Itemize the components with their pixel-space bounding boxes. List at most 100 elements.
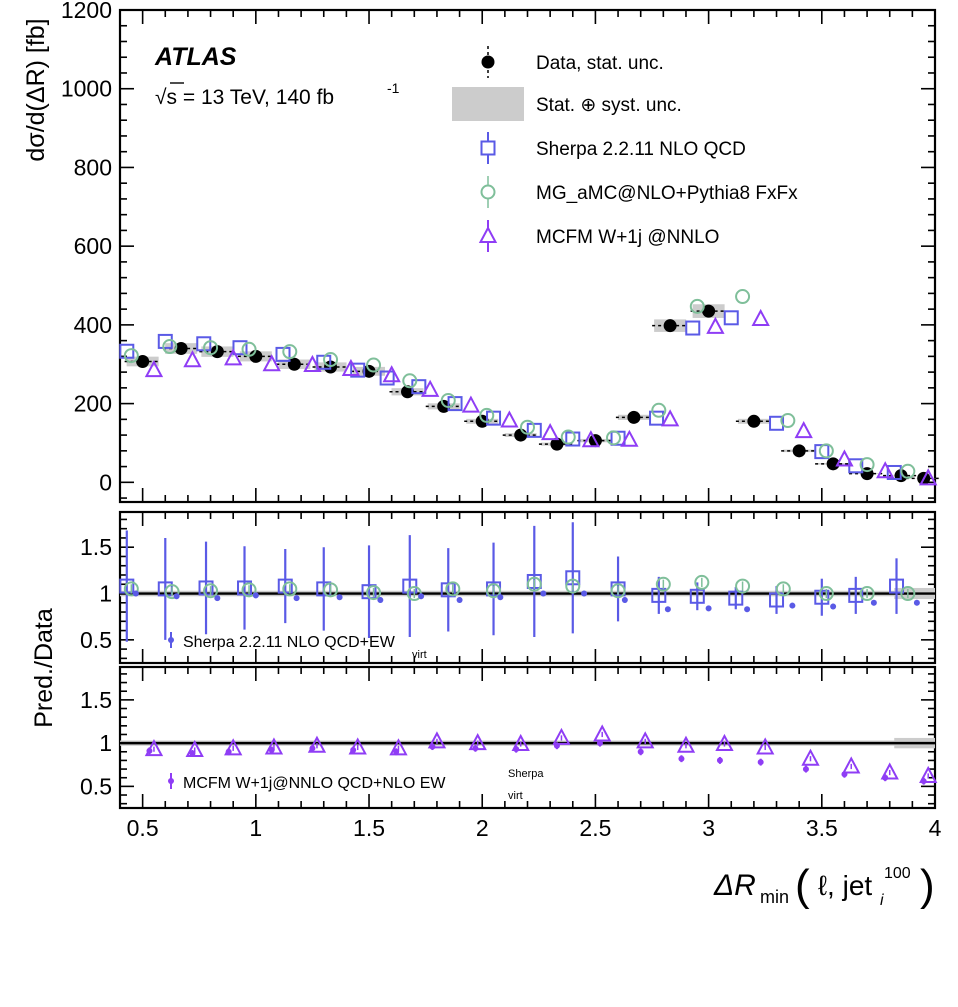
legend-mcfm-marker <box>481 228 496 242</box>
legend-label-mg: MG_aMC@NLO+Pythia8 FxFx <box>536 183 798 204</box>
legend-r2-marker <box>168 778 174 784</box>
point-r2-mcfm_ew <box>717 757 723 763</box>
point-mg <box>736 290 749 303</box>
point-r1-sherpa_ew <box>214 595 220 601</box>
energy-label: √s = 13 TeV, 140 fb <box>155 86 334 109</box>
x-axis-label-sub: min <box>760 887 789 907</box>
legend-r2-sup: Sherpa <box>508 768 544 780</box>
point-mg <box>652 404 665 417</box>
x-tick-label: 3.5 <box>806 815 838 841</box>
y-tick-label-r2: 1 <box>99 730 112 756</box>
x-tick-label: 0.5 <box>127 815 159 841</box>
point-r1-sherpa_ew <box>377 597 383 603</box>
point-data <box>627 411 640 424</box>
point-r1-sherpa_ew <box>581 591 587 597</box>
legend-r1-label: Sherpa 2.2.11 NLO QCD+EW <box>183 634 396 651</box>
y-tick-label-main: 600 <box>74 233 112 259</box>
point-r2-mcfm_ew <box>429 744 435 750</box>
point-mcfm <box>502 413 517 427</box>
y-tick-label-main: 0 <box>99 469 112 495</box>
point-r1-sherpa_ew <box>294 595 300 601</box>
x-axis-label-args-sup: 100 <box>884 865 911 882</box>
point-r2-mcfm_ew <box>350 747 356 753</box>
x-axis-label: ΔR <box>713 869 756 902</box>
point-mcfm <box>185 352 200 366</box>
legend-label-data: Data, stat. unc. <box>536 53 664 74</box>
point-r2-mcfm_ew <box>678 756 684 762</box>
point-r1-sherpa_ew <box>914 600 920 606</box>
y-tick-label-r1: 1.5 <box>80 534 112 560</box>
legend-r1-marker <box>168 637 174 643</box>
x-tick-label: 3 <box>702 815 715 841</box>
point-data <box>747 415 760 428</box>
x-tick-label: 2.5 <box>579 815 611 841</box>
point-r2-mcfm_ew <box>882 775 888 781</box>
point-r1-sherpa_ew <box>665 606 671 612</box>
x-axis-paren-close: ) <box>920 861 935 910</box>
y-axis-label-ratio: Pred./Data <box>30 608 58 728</box>
point-mg <box>820 444 833 457</box>
y-tick-label-r1: 0.5 <box>80 627 112 653</box>
point-sherpa <box>725 311 738 324</box>
legend-label-band: Stat. ⊕ syst. unc. <box>536 95 682 116</box>
point-sherpa <box>686 322 699 335</box>
x-tick-label: 1.5 <box>353 815 385 841</box>
point-data <box>514 429 527 442</box>
legend-band-swatch <box>452 87 524 121</box>
point-mcfm <box>384 367 399 381</box>
point-mcfm <box>463 398 478 412</box>
point-r1-sherpa_ew <box>418 593 424 599</box>
point-r2-mcfm_ew <box>146 748 152 754</box>
point-r2-mcfm_ew <box>758 759 764 765</box>
point-r2-mcfm_ew <box>841 771 847 777</box>
x-axis-label-args: ℓ, jet <box>818 870 872 901</box>
point-r2-mcfm_ew <box>189 751 195 757</box>
point-r1-sherpa_ew <box>337 594 343 600</box>
point-r1-sherpa_ew <box>706 605 712 611</box>
point-r1-sherpa_ew <box>540 591 546 597</box>
x-axis-paren-open: ( <box>795 861 810 910</box>
point-r1-sherpa_ew <box>133 591 139 597</box>
point-r1-sherpa_ew <box>622 597 628 603</box>
point-mg <box>607 431 620 444</box>
point-r2-mcfm_ew <box>803 766 809 772</box>
y-tick-label-r1: 1 <box>99 581 112 607</box>
point-data <box>664 319 677 332</box>
y-tick-label-main: 1000 <box>61 76 112 102</box>
x-tick-label: 4 <box>929 815 942 841</box>
x-axis-label-args-sub: i <box>880 892 884 909</box>
point-r2-mcfm_ew <box>393 749 399 755</box>
y-tick-label-main: 1200 <box>61 0 112 23</box>
point-r1-sherpa_ew <box>744 606 750 612</box>
point-mcfm <box>753 311 768 325</box>
point-r1-sherpa_ew <box>789 603 795 609</box>
point-r1-sherpa_ew <box>830 603 836 609</box>
x-tick-label: 2 <box>476 815 489 841</box>
energy-sup: -1 <box>387 80 400 96</box>
legend-data-marker <box>482 56 495 69</box>
point-mcfm <box>796 423 811 437</box>
y-tick-label-main: 200 <box>74 391 112 417</box>
point-r2-mcfm_ew <box>921 778 927 784</box>
point-r2-mcfm_ew <box>309 745 315 751</box>
y-tick-label-r2: 1.5 <box>80 687 112 713</box>
point-sherpa <box>650 412 663 425</box>
point-r1-sherpa_ew <box>174 593 180 599</box>
point-mcfm <box>543 425 558 439</box>
legend-r2-sub: virt <box>508 790 523 802</box>
point-r2-mcfm_ew <box>472 745 478 751</box>
point-r2-mcfm_ew <box>269 747 275 753</box>
x-tick-label: 1 <box>249 815 262 841</box>
atlas-label: ATLAS <box>154 43 237 71</box>
point-r1-sherpa_ew <box>497 594 503 600</box>
point-r2-mcfm_ew <box>554 743 560 749</box>
point-r1-sherpa_ew <box>253 592 259 598</box>
point-r2-mcfm_ew <box>226 749 232 755</box>
point-r1-sherpa_ew <box>457 597 463 603</box>
y-axis-label-main: dσ/d(ΔR) [fb] <box>22 18 50 161</box>
point-r2-mcfm_ew <box>513 746 519 752</box>
legend-r2-label: MCFM W+1j@NNLO QCD+NLO EW <box>183 775 446 792</box>
y-tick-label-main: 800 <box>74 154 112 180</box>
